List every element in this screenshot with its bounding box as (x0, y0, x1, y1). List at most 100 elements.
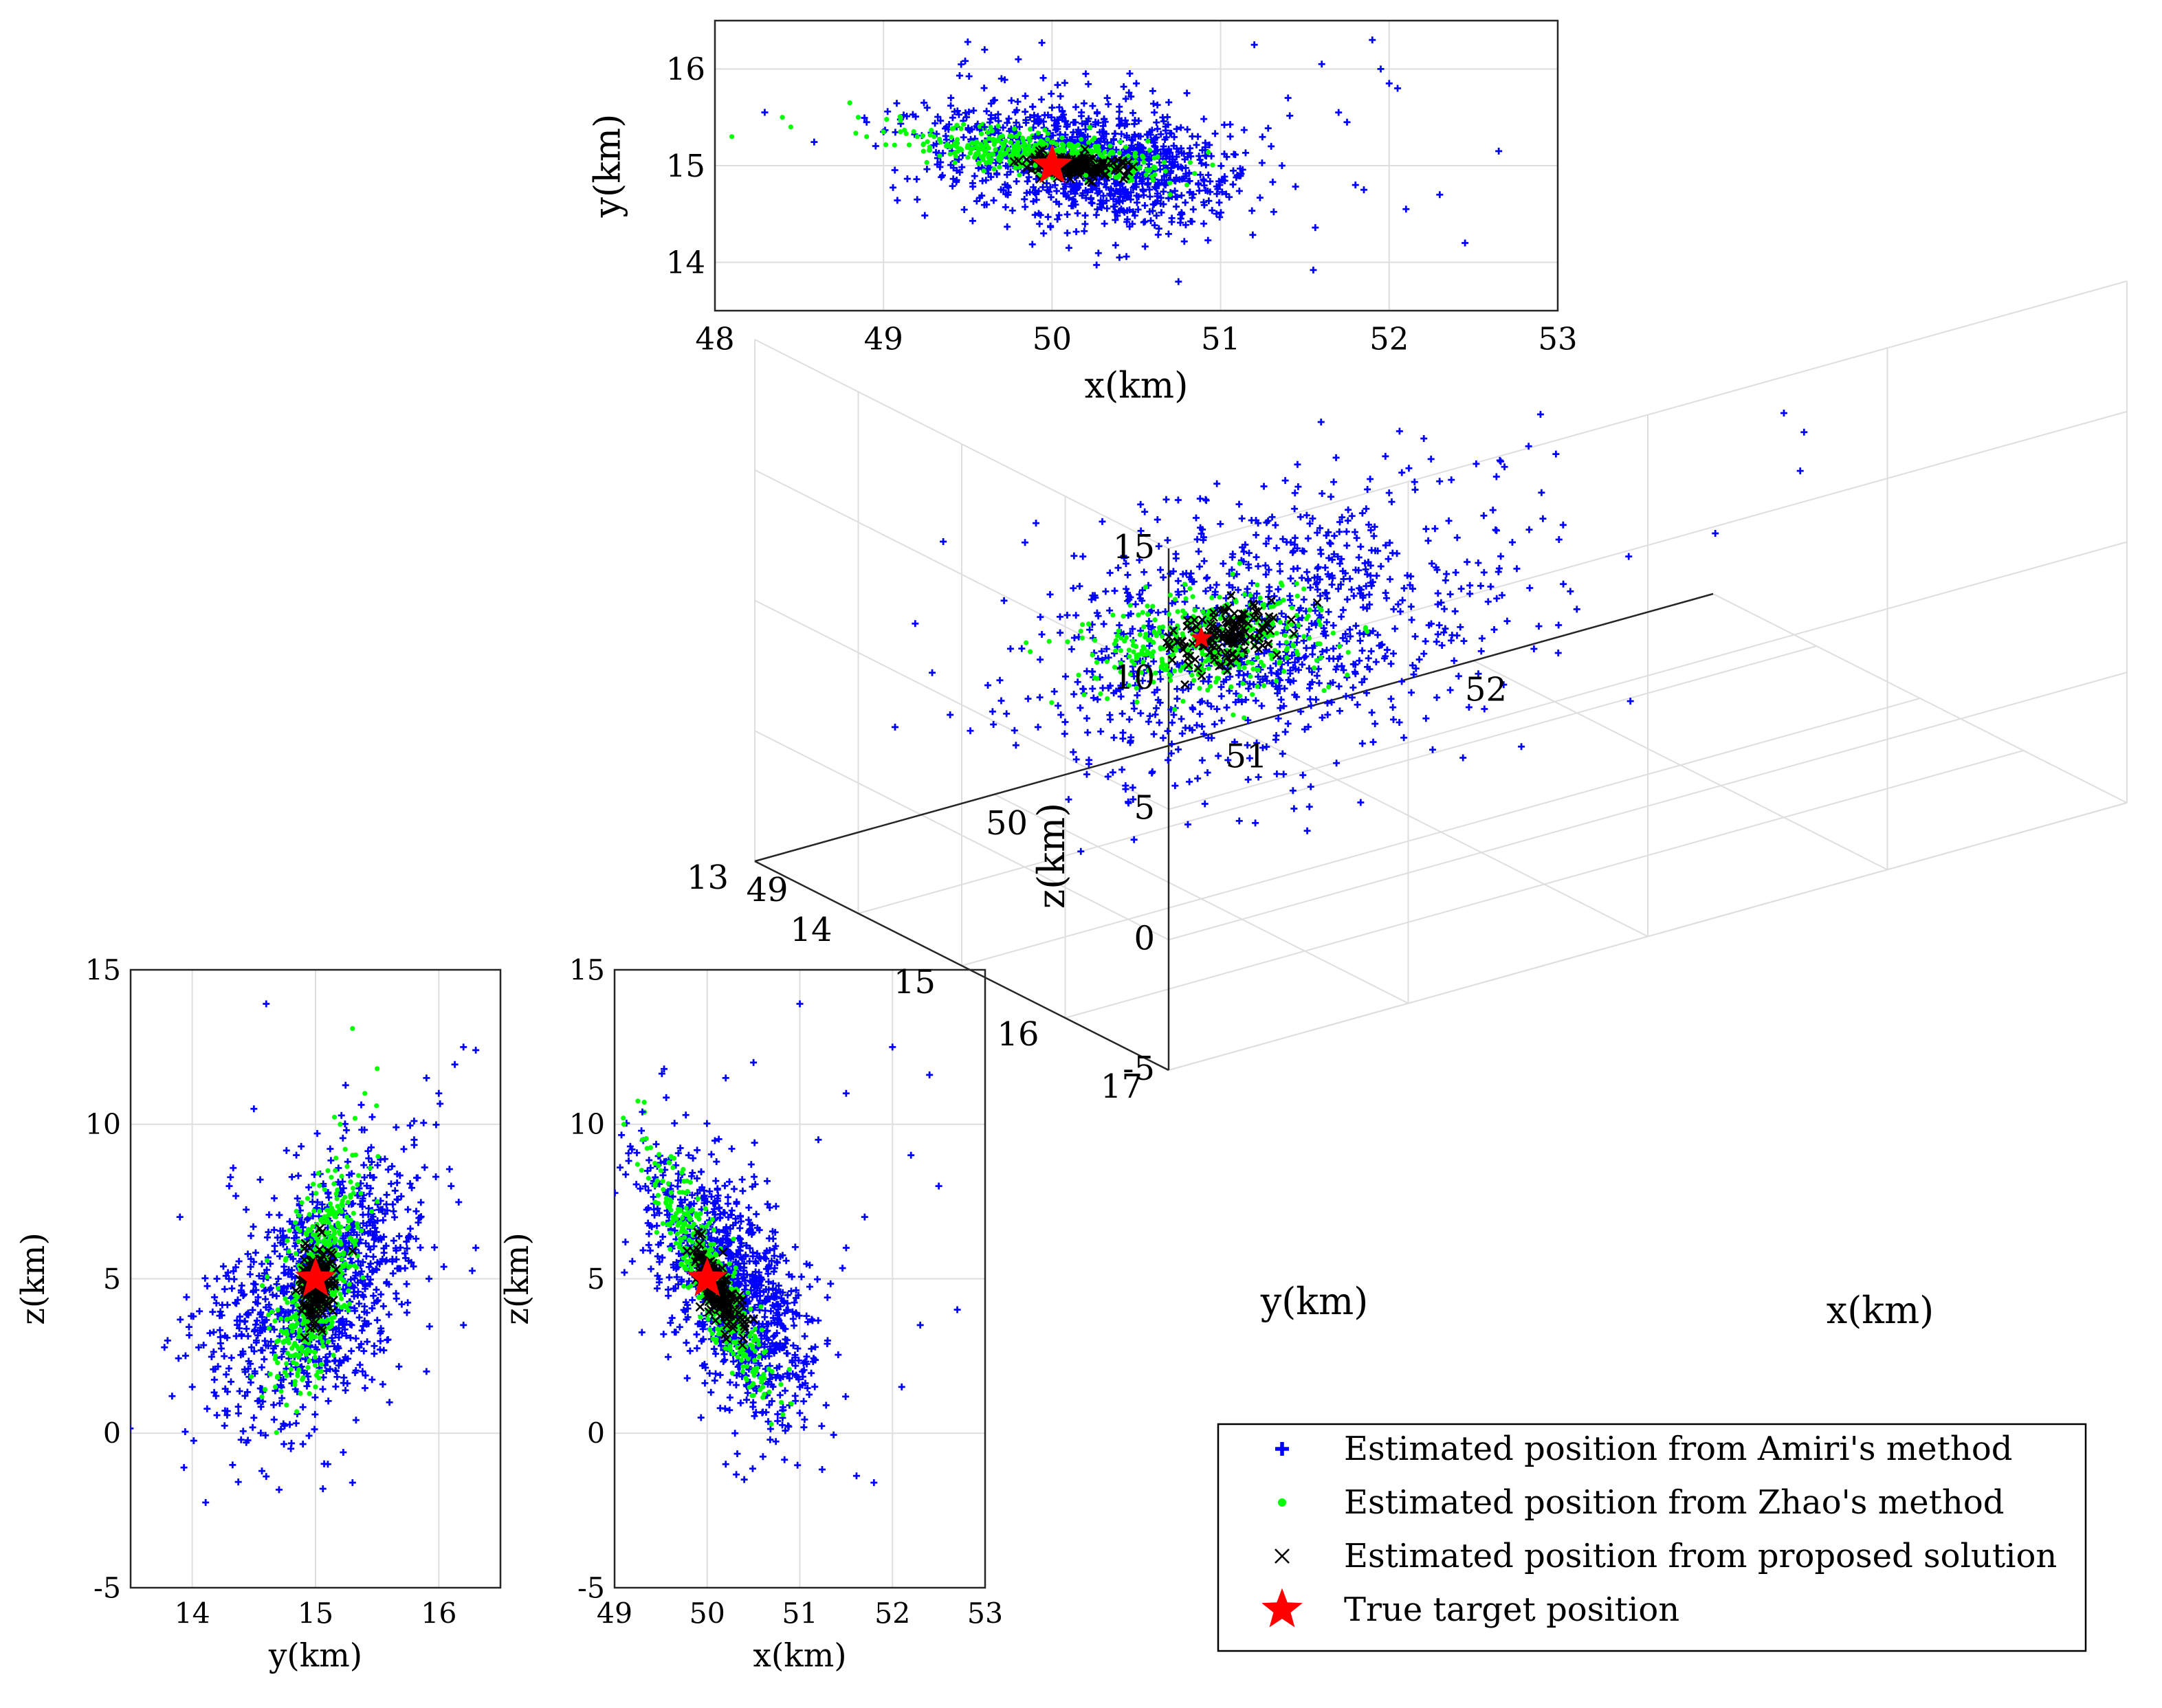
point-yz-plus (232, 1332, 240, 1340)
point-yz-plus (324, 1397, 332, 1405)
point-xy-dot (949, 135, 954, 140)
point-yz-dot (313, 1384, 318, 1390)
point-yz-dot (294, 1409, 300, 1415)
point-xy-x (1022, 162, 1032, 173)
point-xz-dot (766, 1389, 772, 1395)
point-xy-dot (1027, 126, 1033, 132)
marks-xy (729, 36, 1503, 285)
point-yz-plus (432, 1121, 440, 1129)
point-yz-plus (410, 1117, 418, 1124)
point-xy-plus (1187, 218, 1195, 225)
point-xy-plus (1133, 192, 1140, 199)
point-xy-plus (1081, 228, 1088, 235)
point-xy-plus (1172, 203, 1180, 210)
point-yz-plus (389, 1269, 397, 1277)
point-yz-plus (389, 1201, 397, 1208)
point-xy-dot (914, 134, 920, 140)
point-xy-plus (891, 166, 898, 174)
point-xz-plus (577, 1163, 584, 1170)
point-xz-dot (683, 1190, 689, 1196)
point-yz-dot (332, 1236, 338, 1241)
point-yz-plus (367, 1184, 375, 1192)
point-yz-dot (289, 1345, 295, 1351)
point-yz-plus (364, 1147, 372, 1155)
point-yz-plus (369, 1213, 377, 1221)
point-xy-plus (884, 108, 892, 115)
point-xz-dot (655, 1193, 661, 1198)
point-yz-dot (311, 1182, 316, 1187)
point-yz-dot (352, 1116, 358, 1121)
point-yz-plus (322, 1353, 329, 1361)
point-yz-plus (287, 1253, 294, 1261)
point-xy-plus (1055, 212, 1063, 219)
point-yz-plus (455, 1199, 463, 1206)
point-xy-dot (1032, 142, 1037, 148)
point-xy-dot (780, 115, 785, 120)
point-xy-plus (981, 46, 989, 54)
point-xy-dot (953, 153, 958, 159)
point-xy-plus (1040, 230, 1048, 237)
point-xy-dot (1022, 148, 1028, 155)
point-yz-plus (362, 1372, 369, 1379)
point-xy-dot (1059, 135, 1065, 140)
point-yz-plus (236, 1317, 243, 1324)
point-yz-plus (331, 1357, 338, 1365)
point-yz-plus (203, 1283, 211, 1290)
point-xy-dot (986, 157, 992, 162)
point-yz-plus (206, 1329, 214, 1337)
point-yz-dot (320, 1220, 325, 1225)
point-xy-plus (1152, 185, 1160, 192)
point-xy-plus (1118, 117, 1125, 124)
point-yz-plus (201, 1274, 209, 1282)
point-yz-dot (288, 1324, 294, 1330)
point-yz-dot (297, 1327, 302, 1333)
point-xy-plus (1195, 179, 1202, 187)
point-yz-plus (298, 1218, 306, 1225)
point-yz-dot (325, 1207, 331, 1213)
point-yz-plus (267, 1260, 274, 1267)
point-yz-plus (403, 1309, 410, 1316)
point-yz-plus (400, 1145, 408, 1153)
point-xy-plus (1181, 155, 1189, 163)
point-yz-plus (360, 1219, 367, 1227)
point-xy-plus (958, 60, 965, 68)
point-yz-dot (375, 1153, 381, 1160)
point-yz-plus (276, 1399, 283, 1407)
point-xz-dot (763, 1349, 769, 1354)
point-xz-dot (655, 1201, 661, 1206)
point-xy-plus (937, 158, 945, 166)
point-yz-dot (335, 1223, 341, 1229)
point-yz-plus (371, 1350, 378, 1357)
point-yz-plus (228, 1354, 235, 1362)
point-xy-plus (1079, 189, 1087, 197)
point-yz-plus (359, 1211, 366, 1219)
point-yz-dot (331, 1315, 337, 1320)
point-yz-plus (222, 1371, 230, 1378)
point-yz-plus (335, 1344, 342, 1352)
point-xy-plus (1176, 219, 1184, 227)
point-yz-plus (373, 1316, 381, 1324)
point-xy-plus (993, 170, 1001, 177)
point-yz-dot (308, 1228, 313, 1233)
point-xy-plus (1031, 133, 1039, 140)
point-xy-dot (1079, 137, 1084, 142)
point-xy-dot (855, 115, 861, 120)
point-xy-plus (1196, 156, 1204, 164)
point-xy-plus (1054, 81, 1061, 89)
point-yz-dot (354, 1221, 360, 1226)
point-yz-plus (346, 1334, 354, 1342)
point-xy-dot (1125, 153, 1131, 159)
point-yz-dot (351, 1210, 356, 1216)
point-xz-dot (656, 1151, 662, 1157)
point-xy-dot (898, 118, 903, 123)
point-yz-plus (181, 1428, 189, 1435)
point-yz-plus (340, 1184, 347, 1192)
point-xy-plus (1063, 210, 1071, 218)
point-xy-plus (1033, 196, 1040, 203)
point-xy-plus (1078, 112, 1085, 120)
point-yz-plus (432, 1173, 440, 1181)
point-xz-dot (738, 1357, 744, 1363)
point-xz-dot (665, 1181, 671, 1186)
point-yz-plus (340, 1379, 347, 1387)
point-xy-plus (1206, 177, 1214, 185)
